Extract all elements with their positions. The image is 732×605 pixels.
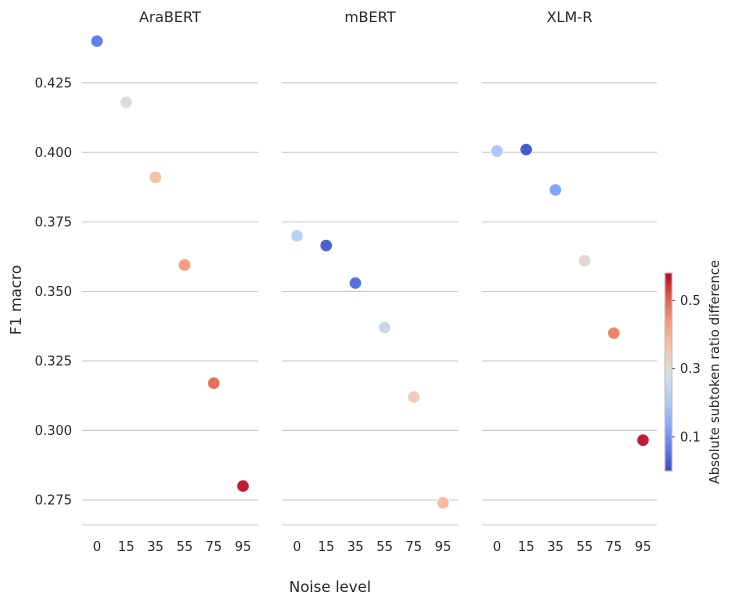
- data-point: [490, 144, 504, 158]
- x-tick-label: 0: [293, 540, 301, 555]
- x-tick-label: 95: [635, 540, 652, 555]
- x-tick-label: 35: [547, 540, 564, 555]
- y-axis-label: F1 macro: [7, 265, 25, 335]
- data-point: [407, 390, 421, 404]
- x-tick-label: 0: [93, 540, 101, 555]
- panel-title: mBERT: [344, 10, 395, 26]
- data-point: [519, 142, 533, 157]
- data-point: [236, 479, 250, 493]
- x-tick-label: 95: [435, 540, 452, 555]
- data-point: [436, 496, 450, 510]
- data-point: [178, 258, 192, 272]
- colorbar-tick-label: 0.5: [680, 294, 701, 309]
- colorbar-gradient: [664, 272, 673, 472]
- panels: AraBERT 0 15 35 55 75 95 0.275 0.300 0.325 0.350 0.…: [35, 10, 657, 555]
- y-tick-label: 0.375: [35, 215, 72, 230]
- data-point: [207, 376, 221, 390]
- x-tick-label: 75: [406, 540, 423, 555]
- y-tick-label: 0.400: [35, 146, 72, 161]
- colorbar-label: Absolute subtoken ratio difference: [708, 260, 723, 484]
- panel-title: AraBERT: [139, 10, 201, 26]
- data-point: [90, 34, 104, 48]
- data-point: [348, 276, 362, 290]
- x-axis-label: Noise level: [289, 578, 371, 596]
- x-tick-label: 0: [493, 540, 501, 555]
- x-tick-label: 15: [318, 540, 335, 555]
- x-tick-label: 55: [376, 540, 393, 555]
- data-point: [636, 433, 650, 447]
- x-tick-label: 95: [235, 540, 252, 555]
- data-point: [119, 95, 133, 109]
- data-point: [607, 326, 621, 340]
- data-point: [577, 254, 592, 268]
- x-tick-label: 55: [176, 540, 193, 555]
- panel-2: XLM-R 0 15 35 55 75 95: [482, 10, 657, 555]
- x-tick-label: 15: [518, 540, 535, 555]
- panel-1: mBERT 0 15 35 55 75 95: [282, 10, 458, 555]
- data-point: [290, 229, 304, 243]
- x-tick-label: 15: [118, 540, 135, 555]
- y-tick-label: 0.425: [35, 76, 72, 91]
- data-point: [377, 320, 392, 335]
- data-point: [148, 170, 162, 184]
- panel-0: AraBERT 0 15 35 55 75 95 0.275 0.300 0.325 0.350 0.…: [35, 10, 258, 555]
- data-point: [319, 238, 333, 253]
- x-tick-label: 35: [147, 540, 164, 555]
- panel-title: XLM-R: [547, 10, 593, 26]
- x-tick-label: 55: [576, 540, 593, 555]
- colorbar-tick-label: 0.1: [680, 430, 701, 445]
- x-tick-label: 75: [206, 540, 223, 555]
- x-tick-label: 75: [606, 540, 623, 555]
- x-tick-label: 35: [347, 540, 364, 555]
- y-tick-label: 0.275: [35, 493, 72, 508]
- y-tick-label: 0.325: [35, 354, 72, 369]
- colorbar-tick-label: 0.3: [680, 362, 701, 377]
- data-point: [548, 183, 563, 197]
- colorbar: 0.1 0.3 0.5 Absolute subtoken ratio differe…: [664, 260, 723, 484]
- y-tick-label: 0.300: [35, 424, 72, 439]
- y-tick-label: 0.350: [35, 285, 72, 300]
